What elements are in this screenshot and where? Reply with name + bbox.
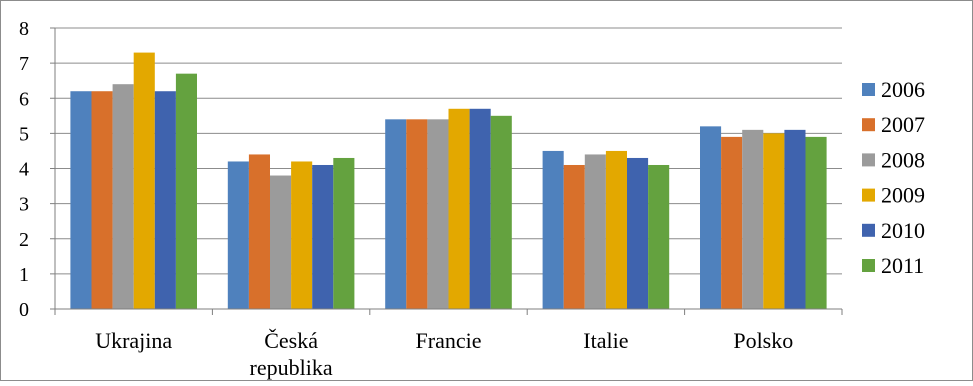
- bar: [91, 91, 113, 309]
- y-tick-label: 7: [19, 53, 29, 75]
- bar: [312, 164, 334, 309]
- bar: [406, 119, 428, 309]
- bar: [427, 119, 449, 309]
- y-tick-label: 2: [19, 229, 29, 251]
- bar: [333, 157, 355, 309]
- bar: [112, 84, 134, 309]
- y-tick-label: 6: [19, 88, 29, 110]
- bars: [70, 52, 827, 310]
- bar: [469, 108, 491, 309]
- legend-swatch: [862, 188, 875, 202]
- bar: [700, 126, 722, 309]
- bar: [490, 115, 512, 309]
- bar: [270, 175, 292, 309]
- bar: [448, 108, 470, 309]
- legend: 2006 2007 2008 2009 2010 2011: [862, 77, 925, 278]
- axes: 0 1 2 3 4 5 6 7 8 Ukrajina Česká republika Francie It…: [19, 18, 843, 380]
- x-tick-label: Francie: [416, 328, 482, 353]
- bar: [227, 161, 249, 309]
- y-tick-label: 8: [19, 18, 29, 40]
- legend-label: 2007: [881, 112, 925, 137]
- y-tick-label: 5: [19, 123, 29, 145]
- bar: [563, 164, 585, 309]
- bar: [248, 154, 270, 309]
- bar: [763, 133, 785, 309]
- bar: [605, 150, 627, 309]
- x-tick-label: Česká republika: [250, 328, 333, 380]
- legend-label: 2006: [881, 77, 925, 102]
- y-tick-label: 3: [19, 194, 29, 216]
- y-tick-label: 1: [19, 264, 29, 286]
- x-tick-label: Ukrajina: [95, 328, 172, 353]
- y-tick-label: 0: [19, 299, 29, 321]
- bar: [70, 91, 92, 309]
- bar: [721, 136, 743, 309]
- bar: [627, 157, 649, 309]
- legend-swatch: [862, 223, 875, 237]
- legend-label: 2010: [881, 218, 925, 243]
- legend-swatch: [862, 118, 875, 132]
- bar: [133, 52, 155, 310]
- legend-swatch: [862, 83, 875, 96]
- legend-label: 2008: [881, 147, 925, 172]
- bar: [291, 161, 313, 309]
- bar: [154, 91, 176, 309]
- x-tick-label: Polsko: [733, 328, 793, 353]
- bar: [648, 164, 670, 309]
- x-tick-label: Italie: [583, 328, 628, 353]
- bar: [175, 73, 197, 309]
- legend-label: 2009: [881, 183, 925, 208]
- bar: [584, 154, 606, 309]
- legend-swatch: [862, 153, 875, 167]
- legend-label: 2011: [881, 253, 924, 278]
- bar: [784, 129, 806, 309]
- bar: [805, 136, 827, 309]
- bar: [542, 150, 564, 309]
- y-tick-label: 4: [19, 159, 29, 181]
- bar: [742, 129, 764, 309]
- bar: [385, 119, 407, 309]
- legend-swatch: [862, 259, 875, 272]
